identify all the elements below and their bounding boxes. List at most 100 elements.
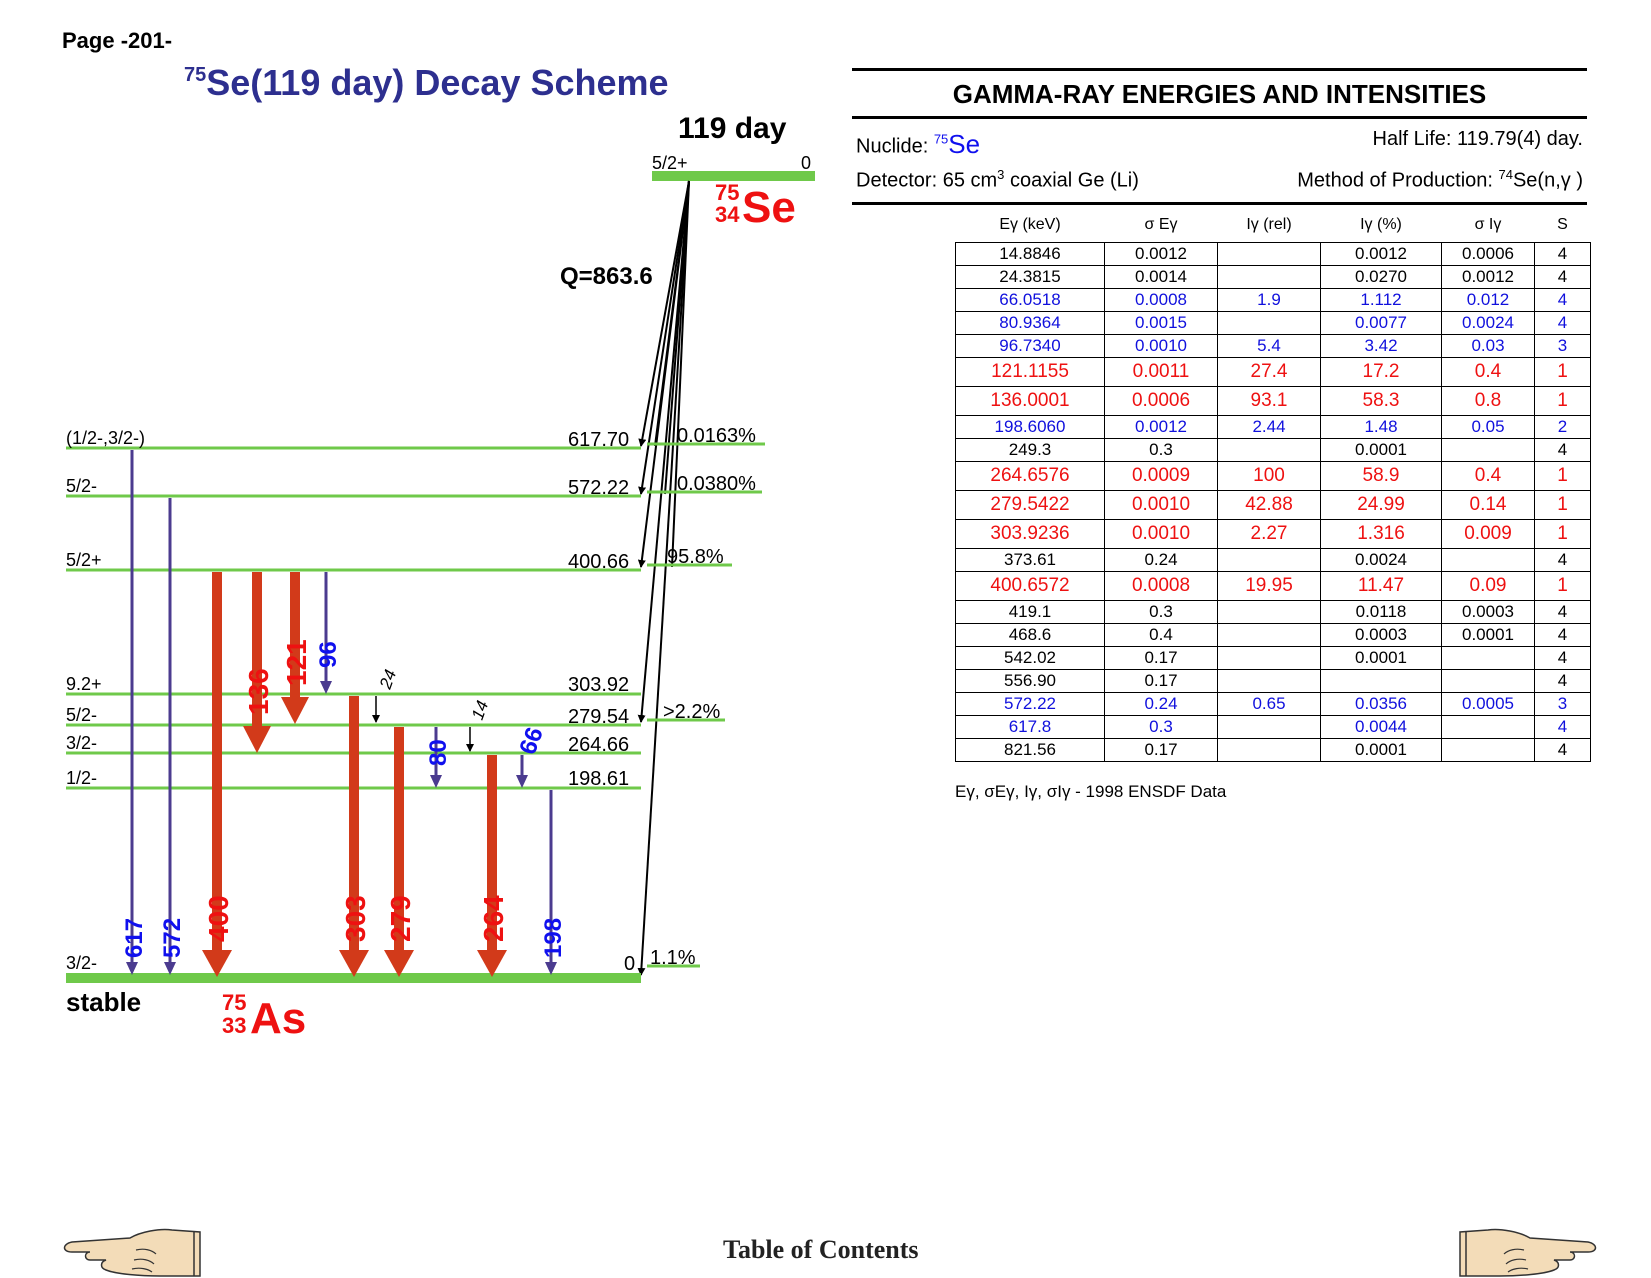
detector-pre: Detector: 65 cm	[856, 169, 998, 192]
cell-energy: 80.9364	[955, 311, 1105, 335]
cell-intensity-pct: 1.48	[1320, 415, 1442, 439]
transition-label-14: 14	[468, 698, 492, 722]
cell-intensity-rel: 0.65	[1217, 692, 1321, 716]
cell-intensity-rel: 100	[1217, 461, 1321, 491]
cell-energy: 198.6060	[955, 415, 1105, 439]
cell-intensity-rel	[1217, 715, 1321, 739]
cell-sigma-energy: 0.0011	[1104, 357, 1218, 387]
parent-mass-number: 75	[715, 180, 739, 205]
cell-energy: 303.9236	[955, 519, 1105, 549]
cell-s: 4	[1534, 438, 1591, 462]
page-label: Page -201-	[62, 28, 173, 53]
cell-intensity-pct: 0.0356	[1320, 692, 1442, 716]
scheme-title-mass: 75	[184, 64, 207, 86]
cell-sigma-energy: 0.0008	[1104, 288, 1218, 312]
gamma-table-row: 24.3815 0.0014 0.0270 0.0012 4	[955, 265, 1591, 289]
gamma-table-row: 468.6 0.4 0.0003 0.0001 4	[955, 623, 1591, 647]
transition-198: 198	[540, 790, 567, 975]
gamma-table-row: 80.9364 0.0015 0.0077 0.0024 4	[955, 311, 1591, 335]
cell-sigma-energy: 0.3	[1104, 715, 1218, 739]
cell-s: 4	[1534, 288, 1591, 312]
gamma-mid-rule	[852, 116, 1587, 119]
transition-label-136: 136	[243, 668, 274, 715]
level-572: 5/2- 572.22 0.0380%	[66, 473, 762, 499]
gamma-table-row: 821.56 0.17 0.0001 4	[955, 738, 1591, 762]
beta-feeding-lines	[637, 180, 690, 976]
gamma-table-row: 556.90 0.17 4	[955, 669, 1591, 693]
cell-intensity-pct: 11.47	[1320, 571, 1442, 601]
cell-sigma-energy: 0.0015	[1104, 311, 1218, 335]
cell-sigma-energy: 0.24	[1104, 692, 1218, 716]
transition-572: 572	[159, 498, 186, 975]
cell-intensity-rel	[1217, 438, 1321, 462]
cell-energy: 121.1155	[955, 357, 1105, 387]
beta-feed-aux-1	[654, 180, 690, 447]
col-header-intensity-pct: Iγ (%)	[1360, 216, 1402, 233]
cell-intensity-pct: 1.316	[1320, 519, 1442, 549]
gamma-table-row: 617.8 0.3 0.0044 4	[955, 715, 1591, 739]
parent-energy: 0	[801, 153, 811, 173]
cell-sigma-energy: 0.0009	[1104, 461, 1218, 491]
cell-s: 4	[1534, 623, 1591, 647]
cell-intensity-rel: 27.4	[1217, 357, 1321, 387]
toc-link[interactable]: Table of Contents	[723, 1235, 919, 1264]
decay-scheme-diagram: 119 day 5/2+ 0 75 34 Se Q=863.6 (1/2-,3/…	[66, 112, 815, 1043]
transition-label-572: 572	[159, 918, 186, 958]
production-pre: Method of Production:	[1297, 169, 1499, 192]
cell-intensity-rel: 93.1	[1217, 386, 1321, 416]
gamma-table-row: 96.7340 0.0010 5.4 3.42 0.03 3	[955, 334, 1591, 358]
transition-label-617: 617	[121, 918, 148, 958]
cell-sigma-intensity	[1441, 669, 1535, 693]
cell-s: 4	[1534, 548, 1591, 572]
cell-s: 1	[1534, 357, 1591, 387]
detector-post: coaxial Ge (Li)	[1004, 169, 1139, 192]
gamma-table-header: Eγ (keV) σ Eγ Iγ (rel) Iγ (%) σ Iγ S	[956, 208, 1591, 243]
gamma-table-row: 279.5422 0.0010 42.88 24.99 0.14 1	[955, 490, 1591, 520]
cell-energy: 136.0001	[955, 386, 1105, 416]
cell-s: 3	[1534, 692, 1591, 716]
cell-s: 1	[1534, 490, 1591, 520]
cell-intensity-pct: 17.2	[1320, 357, 1442, 387]
cell-intensity-pct: 0.0001	[1320, 438, 1442, 462]
cell-sigma-intensity	[1441, 715, 1535, 739]
cell-sigma-energy: 0.17	[1104, 738, 1218, 762]
transition-66: 66	[514, 724, 549, 788]
transition-label-279: 279	[385, 895, 416, 942]
level-energy-572: 572.22	[568, 477, 629, 499]
cell-s: 1	[1534, 386, 1591, 416]
gamma-transitions: 617 572 400 136 121 96	[121, 450, 567, 977]
cell-intensity-rel	[1217, 646, 1321, 670]
cell-sigma-intensity: 0.4	[1441, 357, 1535, 387]
hand-pointing-left-icon[interactable]	[60, 1220, 202, 1278]
cell-intensity-rel	[1217, 623, 1321, 647]
cell-intensity-rel	[1217, 738, 1321, 762]
parent-level-bar	[652, 171, 815, 181]
level-energy-264: 264.66	[568, 734, 629, 756]
cell-intensity-rel	[1217, 265, 1321, 289]
transition-label-264: 264	[478, 895, 509, 942]
cell-energy: 419.1	[955, 600, 1105, 624]
gamma-table-row: 121.1155 0.0011 27.4 17.2 0.4 1	[955, 357, 1591, 387]
transition-279: 279	[384, 727, 416, 977]
cell-sigma-intensity: 0.0006	[1441, 242, 1535, 266]
gamma-table-row: 373.61 0.24 0.0024 4	[955, 548, 1591, 572]
cell-intensity-rel	[1217, 311, 1321, 335]
cell-intensity-pct: 0.0001	[1320, 738, 1442, 762]
cell-intensity-rel: 42.88	[1217, 490, 1321, 520]
transition-label-198: 198	[540, 918, 567, 958]
cell-sigma-energy: 0.0010	[1104, 490, 1218, 520]
cell-sigma-energy: 0.0012	[1104, 415, 1218, 439]
gamma-top-rule	[852, 68, 1587, 71]
cell-intensity-pct: 0.0012	[1320, 242, 1442, 266]
cell-energy: 24.3815	[955, 265, 1105, 289]
level-400: 5/2+ 400.66 95.8%	[66, 546, 732, 573]
hand-pointing-right-icon[interactable]	[1458, 1220, 1600, 1278]
cell-sigma-intensity	[1441, 548, 1535, 572]
cell-sigma-intensity	[1441, 738, 1535, 762]
cell-sigma-energy: 0.0010	[1104, 334, 1218, 358]
transition-label-24: 24	[376, 667, 401, 692]
nuclide-label: Nuclide:	[856, 135, 934, 158]
transition-label-303: 303	[340, 895, 371, 942]
level-spin-617: (1/2-,3/2-)	[66, 428, 145, 448]
cell-energy: 617.8	[955, 715, 1105, 739]
